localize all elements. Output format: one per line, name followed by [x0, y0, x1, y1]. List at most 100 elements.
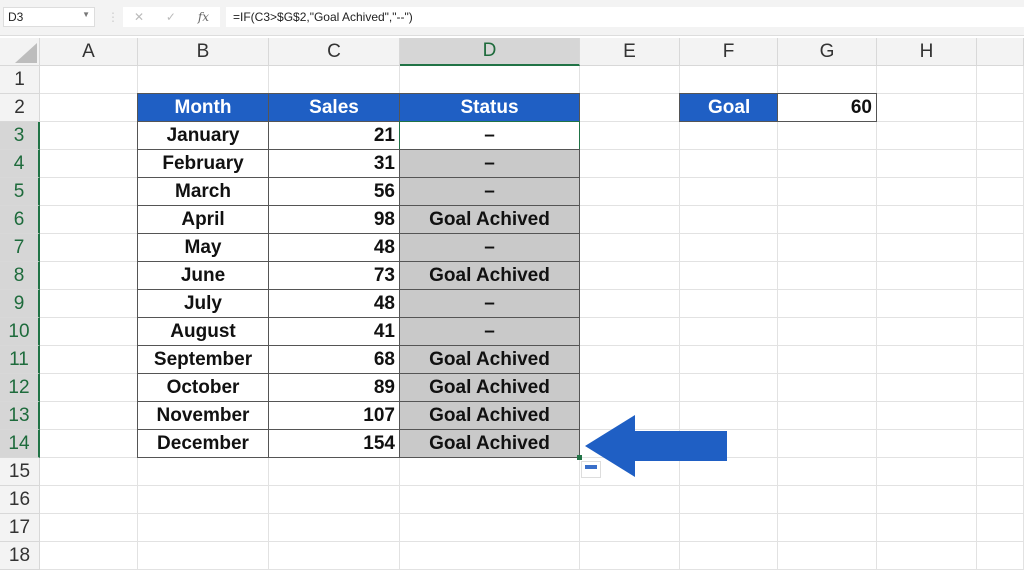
cell[interactable] — [580, 262, 680, 290]
cell[interactable] — [778, 514, 877, 542]
column-header-b[interactable]: B — [138, 38, 269, 66]
status-cell[interactable]: – — [399, 317, 580, 346]
status-cell[interactable]: Goal Achived — [399, 429, 580, 458]
cell[interactable] — [977, 178, 1024, 206]
column-header[interactable] — [977, 38, 1024, 66]
cell[interactable] — [680, 346, 778, 374]
status-cell[interactable]: – — [399, 121, 580, 150]
cell[interactable] — [977, 150, 1024, 178]
cell[interactable] — [40, 458, 138, 486]
cell[interactable] — [778, 458, 877, 486]
row-header-2[interactable]: 2 — [0, 94, 40, 122]
cell[interactable] — [778, 178, 877, 206]
cell[interactable] — [977, 374, 1024, 402]
cell[interactable] — [977, 346, 1024, 374]
cell[interactable] — [778, 542, 877, 570]
cell[interactable] — [580, 290, 680, 318]
cell[interactable] — [680, 178, 778, 206]
column-header-f[interactable]: F — [680, 38, 778, 66]
quick-analysis-button[interactable] — [581, 461, 601, 478]
cell[interactable] — [580, 374, 680, 402]
column-header-c[interactable]: C — [269, 38, 400, 66]
cell[interactable] — [877, 94, 977, 122]
sales-cell[interactable]: 56 — [268, 177, 400, 206]
cell[interactable] — [977, 542, 1024, 570]
cell[interactable] — [269, 458, 400, 486]
cell[interactable] — [680, 206, 778, 234]
cell[interactable] — [778, 318, 877, 346]
row-header-3[interactable]: 3 — [0, 122, 40, 150]
month-cell[interactable]: August — [137, 317, 269, 346]
cell[interactable] — [778, 402, 877, 430]
cell[interactable] — [877, 514, 977, 542]
cell[interactable] — [40, 402, 138, 430]
cell[interactable] — [138, 486, 269, 514]
cell[interactable] — [977, 318, 1024, 346]
cell[interactable] — [778, 430, 877, 458]
cell[interactable] — [400, 66, 580, 94]
cell[interactable] — [680, 374, 778, 402]
cell[interactable] — [40, 346, 138, 374]
sales-cell[interactable]: 68 — [268, 345, 400, 374]
cell[interactable] — [877, 150, 977, 178]
table-header-sales[interactable]: Sales — [268, 93, 400, 122]
cell[interactable] — [778, 486, 877, 514]
goal-value[interactable]: 60 — [777, 93, 877, 122]
cell[interactable] — [778, 346, 877, 374]
cell[interactable] — [778, 122, 877, 150]
cell[interactable] — [977, 486, 1024, 514]
row-header-14[interactable]: 14 — [0, 430, 40, 458]
insert-function-icon[interactable]: fx — [197, 10, 210, 24]
cell[interactable] — [138, 542, 269, 570]
cell[interactable] — [40, 542, 138, 570]
cell[interactable] — [877, 402, 977, 430]
column-header-g[interactable]: G — [778, 38, 877, 66]
sales-cell[interactable]: 31 — [268, 149, 400, 178]
cell[interactable] — [778, 66, 877, 94]
cell[interactable] — [40, 150, 138, 178]
cell[interactable] — [580, 486, 680, 514]
month-cell[interactable]: May — [137, 233, 269, 262]
cell[interactable] — [40, 262, 138, 290]
cell[interactable] — [138, 514, 269, 542]
cell[interactable] — [40, 486, 138, 514]
cell[interactable] — [680, 514, 778, 542]
cell[interactable] — [977, 402, 1024, 430]
cell[interactable] — [680, 262, 778, 290]
cell[interactable] — [680, 150, 778, 178]
cell[interactable] — [778, 290, 877, 318]
cell[interactable] — [977, 430, 1024, 458]
sales-cell[interactable]: 41 — [268, 317, 400, 346]
table-header-status[interactable]: Status — [399, 93, 580, 122]
month-cell[interactable]: December — [137, 429, 269, 458]
cell[interactable] — [580, 206, 680, 234]
month-cell[interactable]: September — [137, 345, 269, 374]
month-cell[interactable]: January — [137, 121, 269, 150]
cell[interactable] — [269, 514, 400, 542]
month-cell[interactable]: July — [137, 289, 269, 318]
cell[interactable] — [877, 290, 977, 318]
cell[interactable] — [680, 430, 778, 458]
cell[interactable] — [877, 542, 977, 570]
row-header-4[interactable]: 4 — [0, 150, 40, 178]
cell[interactable] — [400, 514, 580, 542]
cell[interactable] — [877, 206, 977, 234]
cell[interactable] — [680, 458, 778, 486]
cell[interactable] — [580, 542, 680, 570]
sales-cell[interactable]: 154 — [268, 429, 400, 458]
cell[interactable] — [680, 234, 778, 262]
cell[interactable] — [778, 374, 877, 402]
cell[interactable] — [40, 122, 138, 150]
cell[interactable] — [580, 122, 680, 150]
column-header-h[interactable]: H — [877, 38, 977, 66]
cell[interactable] — [580, 318, 680, 346]
cell[interactable] — [877, 486, 977, 514]
sales-cell[interactable]: 98 — [268, 205, 400, 234]
cell[interactable] — [877, 262, 977, 290]
month-cell[interactable]: February — [137, 149, 269, 178]
sales-cell[interactable]: 107 — [268, 401, 400, 430]
sales-cell[interactable]: 89 — [268, 373, 400, 402]
chevron-down-icon[interactable]: ▼ — [82, 10, 90, 19]
goal-label[interactable]: Goal — [679, 93, 778, 122]
cell[interactable] — [580, 66, 680, 94]
